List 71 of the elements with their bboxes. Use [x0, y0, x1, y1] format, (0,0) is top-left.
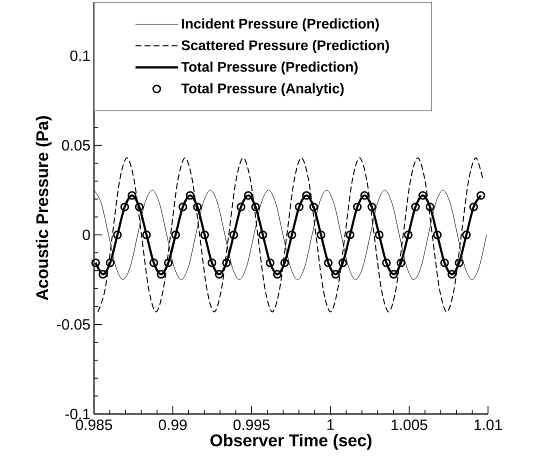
point	[266, 258, 274, 268]
point	[418, 191, 428, 200]
x-tick-label: 0.985	[76, 420, 112, 430]
x-axis-title: Observer Time (sec)	[210, 434, 372, 450]
x-tick-label: 1.01	[474, 420, 502, 430]
y-tick-label: -0.05	[57, 319, 90, 330]
point	[106, 258, 115, 268]
point	[476, 191, 486, 200]
point	[440, 258, 449, 268]
point	[374, 230, 384, 240]
point	[164, 258, 173, 268]
x-tick-label: 0.995	[233, 420, 270, 430]
point	[128, 191, 136, 200]
y-tick-label: -0.1	[65, 408, 90, 420]
legend-label: Incident Pressure (Prediction)	[182, 18, 379, 32]
point	[411, 202, 420, 212]
y-tick-label: 0.1	[70, 50, 90, 62]
point	[454, 258, 464, 268]
point	[186, 191, 194, 200]
legend-label: Total Pressure (Analytic)	[181, 83, 344, 96]
point	[178, 202, 188, 212]
point	[396, 258, 406, 268]
point	[222, 258, 231, 268]
point	[360, 191, 369, 200]
point	[404, 230, 413, 240]
legend-label: Scattered Pressure (Prediction)	[182, 40, 389, 53]
point	[346, 230, 354, 240]
point	[193, 202, 202, 212]
point	[368, 202, 376, 212]
point	[208, 258, 216, 268]
point	[432, 230, 442, 240]
x-tick-label: 0.99	[158, 420, 187, 430]
point	[288, 230, 296, 240]
y-tick-label: 0.05	[62, 140, 90, 151]
point	[171, 230, 180, 240]
point	[352, 202, 362, 212]
point	[324, 258, 333, 268]
point	[258, 230, 268, 240]
point	[236, 202, 246, 212]
point	[113, 230, 122, 240]
point	[244, 191, 253, 200]
y-tick-label: 0	[82, 230, 90, 240]
point	[389, 270, 398, 279]
point	[98, 270, 108, 279]
point	[200, 230, 210, 240]
point	[447, 270, 456, 279]
point	[382, 258, 391, 268]
point	[273, 270, 282, 279]
x-tick-label: 1.005	[392, 420, 428, 430]
point	[426, 202, 434, 212]
point	[469, 202, 478, 212]
point	[251, 202, 260, 212]
y-axis-title: Acoustic Pressure (Pa)	[36, 116, 52, 300]
legend-label: Total Pressure (Prediction)	[181, 62, 358, 75]
point	[280, 258, 289, 268]
point	[462, 230, 471, 240]
point	[338, 258, 348, 268]
point	[309, 202, 318, 212]
point	[214, 270, 224, 279]
point	[142, 230, 151, 240]
point	[91, 258, 100, 268]
point	[316, 230, 326, 240]
point	[229, 230, 238, 240]
x-tick-label: 1	[327, 420, 334, 430]
point	[149, 258, 158, 268]
point	[134, 202, 144, 212]
point	[331, 270, 340, 279]
point	[120, 202, 130, 212]
point	[294, 202, 304, 212]
point	[156, 270, 166, 279]
point	[302, 191, 311, 200]
